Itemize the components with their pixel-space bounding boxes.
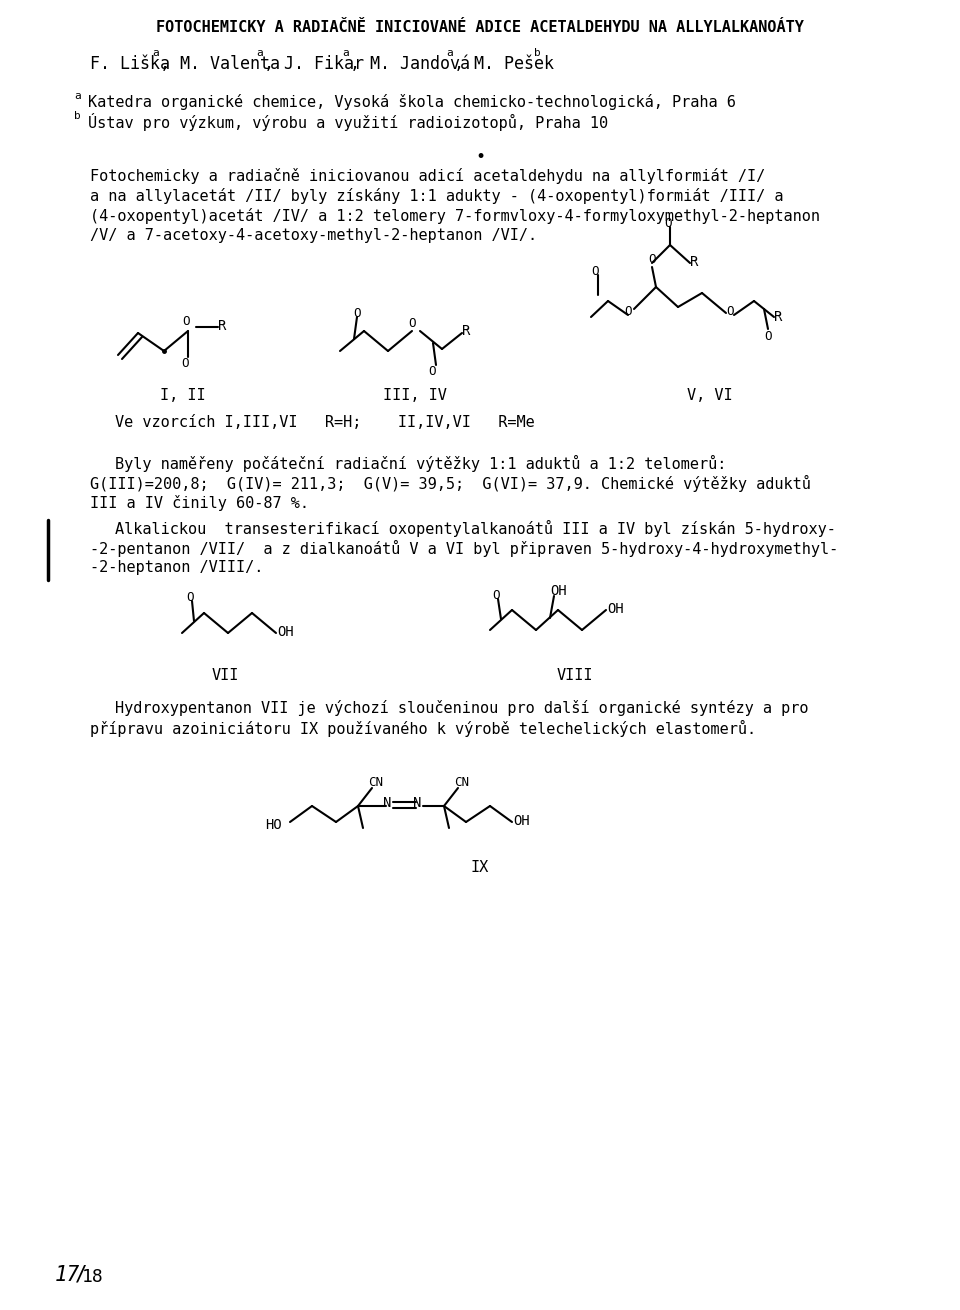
Text: a na allylacetát /II/ byly získány 1:1 adukty - (4-oxopentyl)formiát /III/ a: a na allylacetát /II/ byly získány 1:1 a… [90,189,783,204]
Text: III a IV činily 60-87 %.: III a IV činily 60-87 %. [90,495,309,511]
Text: , M. Pešek: , M. Pešek [454,55,554,73]
Text: (4-oxopentyl)acetát /IV/ a 1:2 telomery 7-formvloxy-4-formyloxymethyl-2-heptanon: (4-oxopentyl)acetát /IV/ a 1:2 telomery … [90,208,820,224]
Text: O: O [591,265,598,278]
Text: Katedra organické chemice, Vysoká škola chemicko-technologická, Praha 6: Katedra organické chemice, Vysoká škola … [88,94,736,110]
Text: /: / [75,1265,87,1285]
Text: •: • [475,148,485,166]
Text: Alkalickou  transesterifikací oxopentylalkanoátů III a IV byl získán 5-hydroxy-: Alkalickou transesterifikací oxopentylal… [115,520,836,537]
Text: -2-pentanon /VII/  a z dialkanoátů V a VI byl připraven 5-hydroxy-4-hydroxymethy: -2-pentanon /VII/ a z dialkanoátů V a VI… [90,540,838,557]
Text: CN: CN [368,776,383,789]
Text: VII: VII [211,668,239,683]
Text: a: a [74,90,81,101]
Text: R: R [774,310,782,324]
Text: O: O [181,358,188,369]
Text: G(III)=200,8;  G(IV)= 211,3;  G(V)= 39,5;  G(VI)= 37,9. Chemické výtěžky aduktů: G(III)=200,8; G(IV)= 211,3; G(V)= 39,5; … [90,476,811,493]
Text: a: a [152,48,158,58]
Text: a: a [256,48,263,58]
Text: FOTOCHEMICKY A RADIAČNĚ INICIOVANÉ ADICE ACETALDEHYDU NA ALLYLALKANOÁTY: FOTOCHEMICKY A RADIAČNĚ INICIOVANÉ ADICE… [156,20,804,35]
Text: 17: 17 [55,1265,81,1285]
Text: Byly naměřeny počáteční radiační výtěžky 1:1 aduktů a 1:2 telomerů:: Byly naměřeny počáteční radiační výtěžky… [115,455,727,472]
Text: I, II: I, II [160,388,205,403]
Text: R: R [462,324,470,338]
Text: O: O [624,305,632,318]
Text: Ústav pro výzkum, výrobu a využití radioizotopů, Praha 10: Ústav pro výzkum, výrobu a využití radio… [88,113,608,131]
Text: IX: IX [470,859,490,875]
Text: přípravu azoiniciátoru IX používaného k výrobě telechelických elastomerů.: přípravu azoiniciátoru IX používaného k … [90,721,756,738]
Text: V, VI: V, VI [687,388,732,403]
Text: OH: OH [277,625,294,639]
Text: HO: HO [265,817,281,832]
Text: , M. Valenta: , M. Valenta [160,55,280,73]
Text: OH: OH [607,603,624,616]
Text: O: O [492,590,499,603]
Text: Hydroxypentanon VII je výchozí sloučeninou pro další organické syntézy a pro: Hydroxypentanon VII je výchozí sloučenin… [115,700,808,717]
Text: OH: OH [513,814,530,828]
Text: O: O [408,317,416,330]
Text: /V/ a 7-acetoxy-4-acetoxy-methyl-2-heptanon /VI/.: /V/ a 7-acetoxy-4-acetoxy-methyl-2-hepta… [90,228,538,242]
Text: III, IV: III, IV [383,388,447,403]
Text: O: O [764,330,772,343]
Text: O: O [182,314,190,328]
Text: VIII: VIII [557,668,593,683]
Text: Ve vzorcích I,III,VI   R=H;    II,IV,VI   R=Me: Ve vzorcích I,III,VI R=H; II,IV,VI R=Me [115,415,535,430]
Text: -2-heptanon /VIII/.: -2-heptanon /VIII/. [90,559,263,575]
Text: O: O [186,591,194,604]
Text: O: O [648,253,656,266]
Text: N: N [413,796,421,810]
Text: b: b [534,48,540,58]
Text: O: O [428,365,436,379]
Text: a: a [446,48,453,58]
Text: N: N [383,796,392,810]
Text: CN: CN [454,776,469,789]
Text: 18: 18 [82,1268,104,1286]
Text: O: O [664,217,671,231]
Text: Fotochemicky a radiačně iniciovanou adicí acetaldehydu na allylformiát /I/: Fotochemicky a radiačně iniciovanou adic… [90,168,765,183]
Text: , J. Fikar: , J. Fikar [264,55,364,73]
Text: R: R [690,255,698,269]
Text: O: O [353,307,361,320]
Text: a: a [342,48,348,58]
Text: , M. Jandová: , M. Jandová [350,55,470,73]
Text: R: R [218,320,227,333]
Text: OH: OH [550,584,566,597]
Text: F. Liška: F. Liška [90,55,170,73]
Text: b: b [74,111,81,121]
Text: O: O [726,305,733,318]
